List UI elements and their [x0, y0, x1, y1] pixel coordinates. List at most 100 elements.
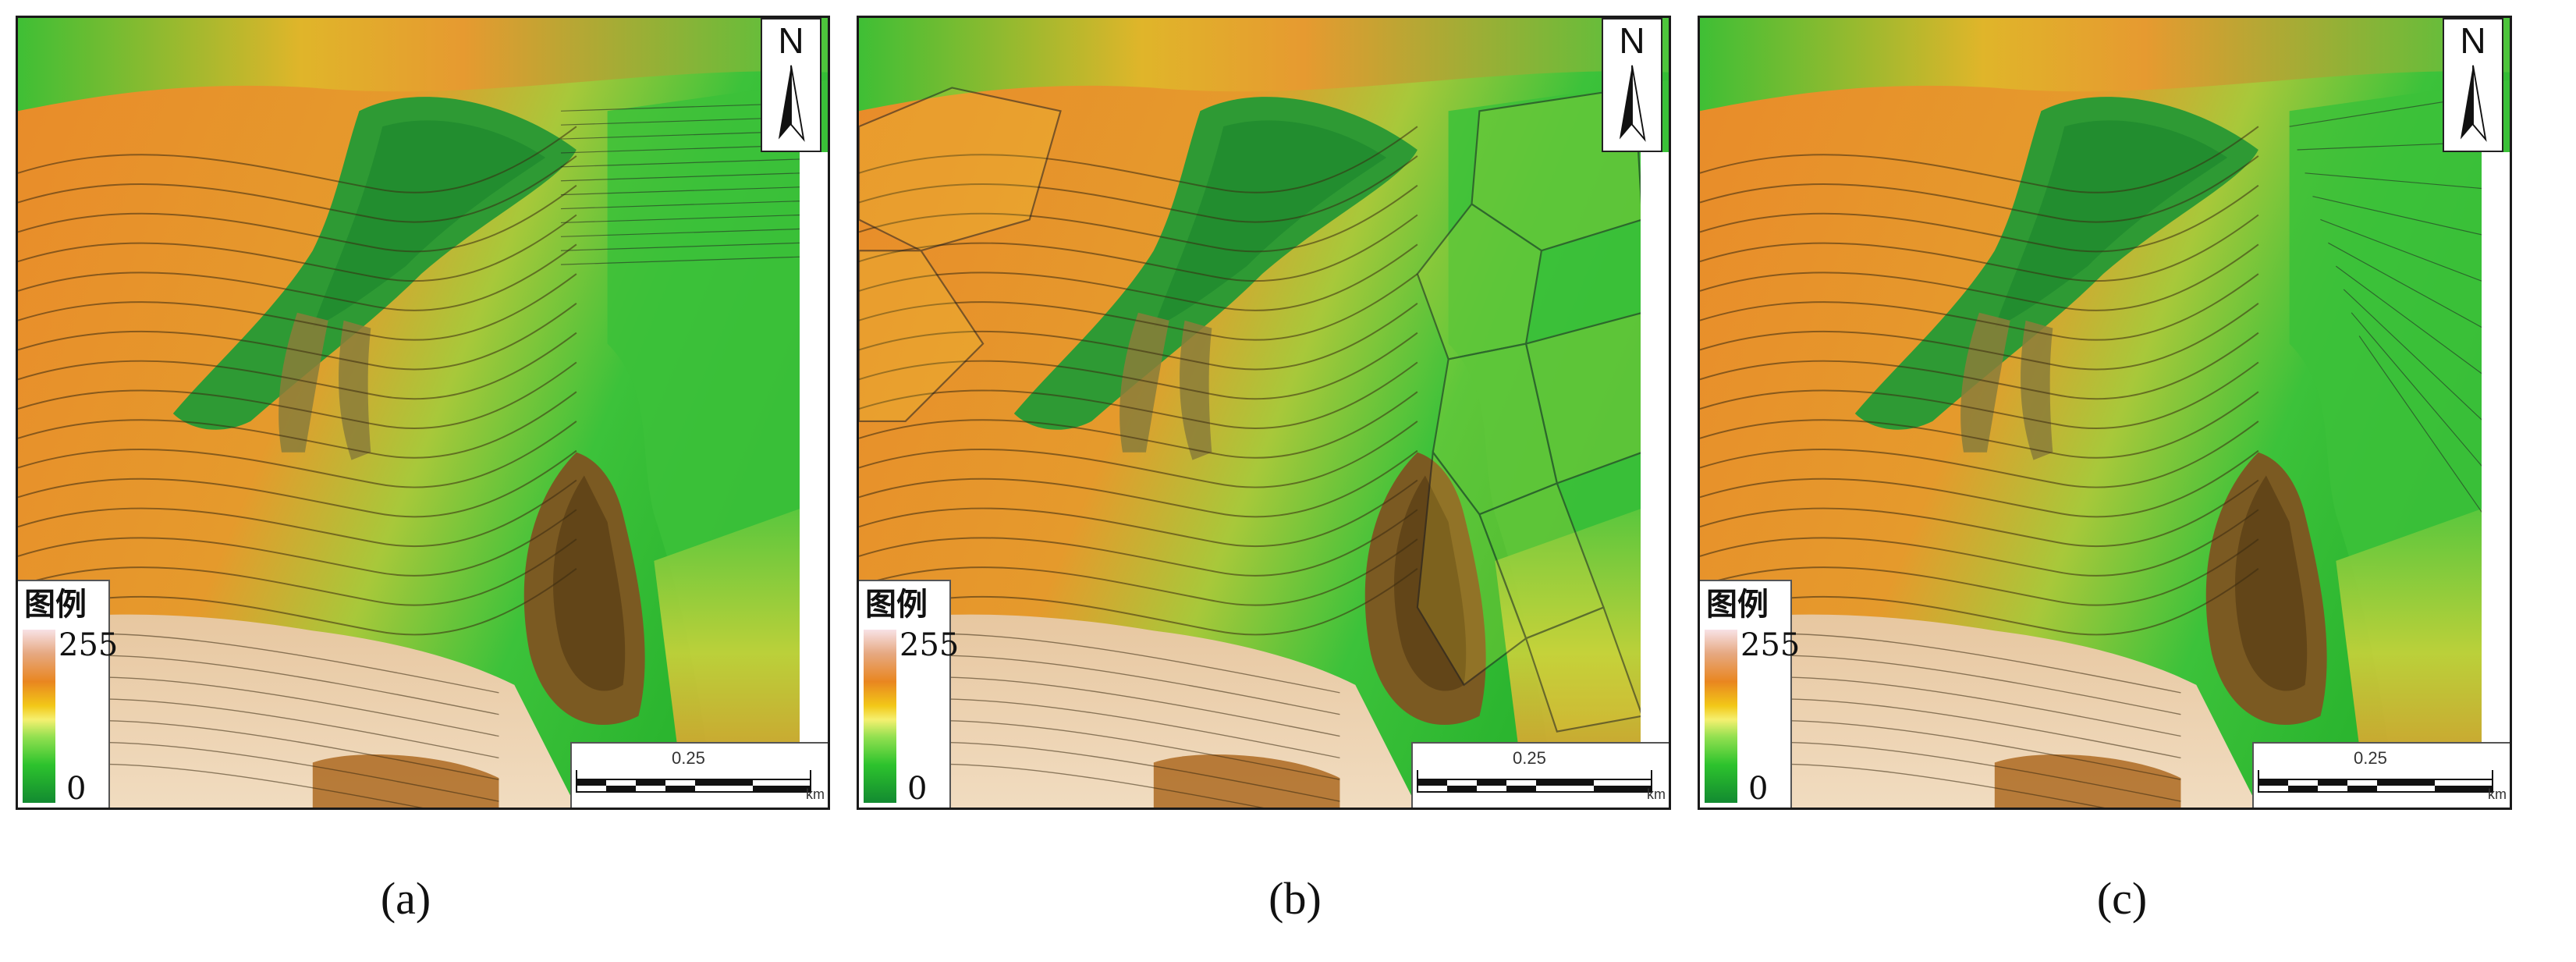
legend-min-value: 0 [66, 771, 87, 807]
legend-title: 图例 [865, 587, 928, 623]
terrace-contour [1700, 538, 2259, 606]
panel-caption-c: (c) [2096, 873, 2148, 924]
terrace-contour [1700, 568, 2259, 636]
legend-color-ramp [1705, 630, 1737, 803]
terrace-contour [859, 303, 1418, 371]
terrace-contour [859, 243, 1418, 311]
terrace-contour [1700, 509, 2259, 577]
terrace-contour [1700, 332, 2259, 400]
terrace-contour [859, 184, 1418, 253]
dem-map-panel-b: N 图例 255 0 0.25 [857, 16, 1671, 810]
terrace-contour [859, 155, 1418, 223]
terrace-contour [18, 538, 577, 606]
north-arrow: N [2443, 18, 2503, 152]
scale-bar-ruler [576, 770, 811, 793]
terrace-contour [18, 273, 577, 341]
terrace-contour [18, 421, 577, 488]
terrace-contour [18, 361, 577, 430]
interpolation-artifact-line [560, 201, 802, 210]
voronoi-cell [1416, 449, 1528, 687]
dem-map-image [18, 18, 828, 808]
terrace-contour [859, 126, 1418, 193]
terrace-contour [1700, 126, 2259, 193]
interpolation-artifact-line [560, 228, 802, 237]
terrace-contour [859, 449, 1418, 518]
terrace-contour [859, 361, 1418, 430]
terrace-contour [18, 479, 577, 548]
panel-caption-a: (a) [380, 873, 431, 924]
scale-value: 0.25 [672, 748, 705, 768]
terrace-contour [859, 479, 1418, 548]
scale-bar: 0.25 km [570, 742, 828, 808]
terrace-contour [859, 214, 1418, 282]
north-arrow: N [761, 18, 821, 152]
map-legend: 图例 255 0 [1700, 580, 1800, 808]
interpolation-artifact-line [560, 214, 802, 224]
terrace-contour [18, 332, 577, 400]
terrace-contour [859, 332, 1418, 400]
map-legend: 图例 255 0 [859, 580, 959, 808]
scale-bar: 0.25 km [2252, 742, 2510, 808]
scale-bar: 0.25 km [1411, 742, 1669, 808]
scale-unit: km [806, 786, 825, 802]
map-legend: 图例 255 0 [18, 580, 118, 808]
map-margin-strip [800, 152, 828, 808]
interpolation-artifact-line [560, 186, 802, 196]
north-letter: N [2460, 20, 2486, 61]
north-letter: N [1619, 20, 1645, 61]
tin-edge [2343, 289, 2484, 422]
terrace-contour [859, 391, 1418, 459]
terrace-contour [18, 184, 577, 253]
terrace-contour [1700, 214, 2259, 282]
terrace-contour [18, 509, 577, 577]
legend-min-value: 0 [907, 771, 928, 807]
terrace-contour [1700, 303, 2259, 371]
legend-max-value: 255 [1740, 627, 1801, 663]
legend-max-value: 255 [59, 627, 119, 663]
interpolation-artifact-line [560, 242, 802, 251]
map-margin-strip [2482, 152, 2510, 808]
tin-edge [2328, 242, 2484, 329]
dem-map-image [859, 18, 1669, 808]
north-arrow: N [1602, 18, 1662, 152]
terrace-contour [859, 568, 1418, 636]
terrace-contour [18, 303, 577, 371]
terrace-contour [859, 509, 1418, 577]
tin-edge [2305, 172, 2484, 190]
legend-color-ramp [23, 630, 55, 803]
terrace-contour [18, 126, 577, 193]
terrace-contour [1700, 391, 2259, 459]
terrace-contour [18, 391, 577, 459]
scale-value: 0.25 [1513, 748, 1546, 768]
scale-unit: km [1647, 786, 1666, 802]
terrace-contour [18, 243, 577, 311]
tin-edge [2320, 218, 2484, 282]
map-margin-strip [1641, 152, 1669, 808]
terrace-contour [1700, 449, 2259, 518]
terrace-contour [859, 421, 1418, 488]
terrace-contour [1700, 361, 2259, 430]
panel-caption-b: (b) [1268, 873, 1322, 924]
north-arrow-icon [1619, 65, 1646, 142]
terrace-contour [1700, 243, 2259, 311]
interpolation-artifact-line [560, 158, 802, 168]
terrace-contour [1700, 479, 2259, 548]
tin-edge [2358, 335, 2484, 515]
voronoi-cell [859, 87, 1062, 252]
legend-title: 图例 [24, 587, 87, 623]
terrace-contour [1700, 155, 2259, 223]
terrace-contour [18, 214, 577, 282]
legend-color-ramp [864, 630, 896, 803]
scale-unit: km [2488, 786, 2507, 802]
legend-title: 图例 [1706, 587, 1769, 623]
scale-value: 0.25 [2354, 748, 2387, 768]
tin-edge [2335, 265, 2484, 375]
dem-map-panel-c: N 图例 255 0 0.25 [1698, 16, 2512, 810]
tin-edge [2312, 196, 2484, 236]
scale-bar-ruler [2258, 770, 2493, 793]
terrace-contour [859, 538, 1418, 606]
north-letter: N [778, 20, 804, 61]
terrace-contour [18, 449, 577, 518]
terrace-contour [1700, 421, 2259, 488]
dem-map-panel-a: N 图例 255 0 0.25 [16, 16, 830, 810]
